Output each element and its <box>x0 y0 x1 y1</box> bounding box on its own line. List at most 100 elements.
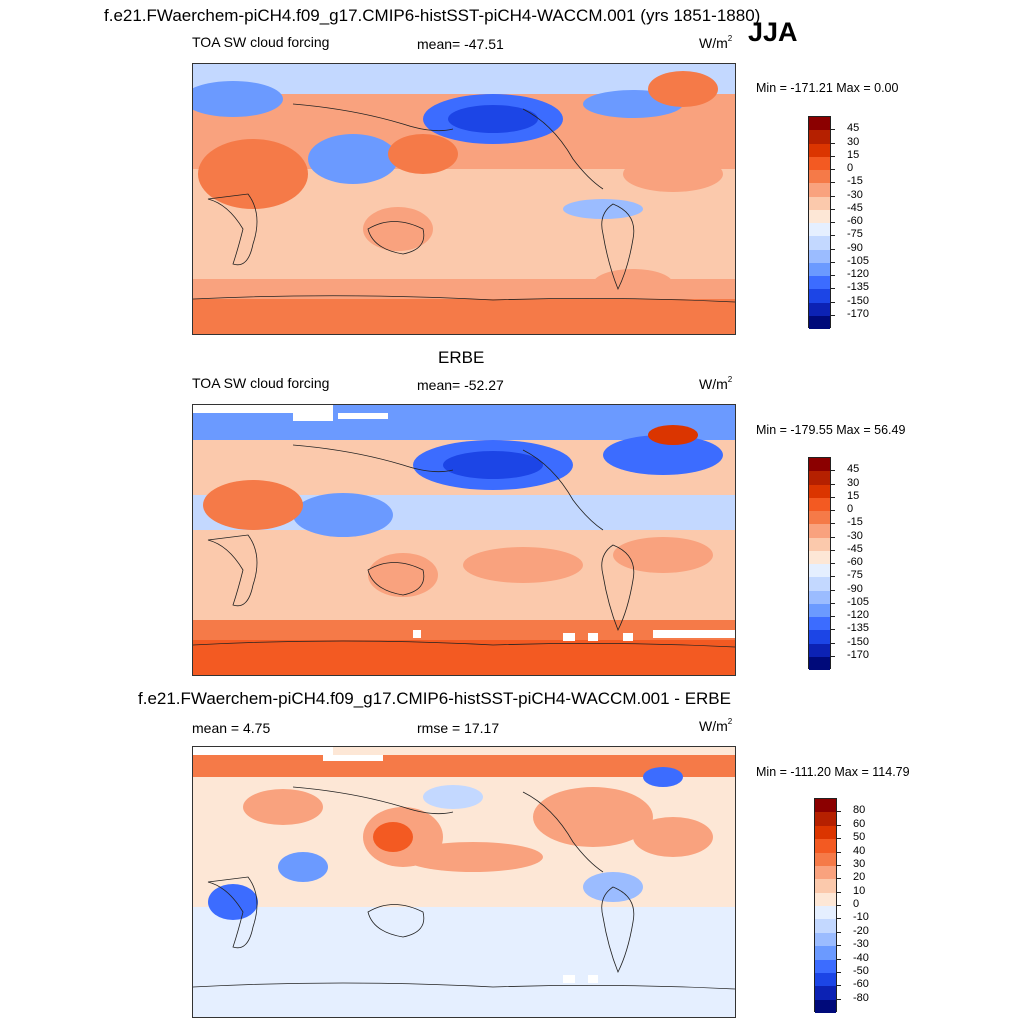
colorbar-swatch <box>809 196 830 210</box>
colorbar-label: -150 <box>847 635 870 648</box>
panel-1-min-max: Min = -171.21 Max = 0.00 <box>756 81 899 95</box>
colorbar-swatch <box>809 223 830 237</box>
colorbar-label: 15 <box>847 489 860 502</box>
colorbar-tick <box>837 851 841 853</box>
colorbar-tick <box>831 129 835 131</box>
colorbar-swatch <box>815 879 836 893</box>
colorbar-tick <box>831 549 835 551</box>
colorbar-swatch <box>809 156 830 170</box>
colorbar-strip <box>814 798 837 1013</box>
colorbar-tick <box>837 918 841 920</box>
colorbar-tick <box>831 616 835 617</box>
colorbar-label: 45 <box>847 122 860 135</box>
colorbar-label: -15 <box>847 175 863 188</box>
colorbar-tick <box>831 483 835 485</box>
colorbar-tick <box>831 155 835 157</box>
panel-1-units: W/m2 <box>699 34 733 51</box>
colorbar-tick <box>837 838 841 840</box>
colorbar-tick <box>837 985 841 987</box>
colorbar-swatch <box>815 986 836 1000</box>
colorbar-label: -90 <box>847 582 863 595</box>
panel-2-min-max: Min = -179.55 Max = 56.49 <box>756 423 906 437</box>
colorbar-tick <box>831 169 835 170</box>
colorbar-tick <box>831 576 835 578</box>
colorbar-label: -170 <box>847 648 870 661</box>
colorbar-tick <box>831 523 835 525</box>
colorbar-tick <box>837 891 841 893</box>
colorbar-tick <box>831 222 835 223</box>
colorbar-swatch <box>809 249 830 263</box>
colorbar-tick <box>837 931 841 933</box>
colorbar-tick <box>837 878 841 880</box>
colorbar-label: -150 <box>847 294 870 307</box>
colorbar-swatch <box>815 919 836 933</box>
colorbar-swatch <box>815 839 836 853</box>
colorbar-tick <box>831 536 835 538</box>
colorbar-swatch <box>815 812 836 826</box>
colorbar-swatch <box>815 852 836 866</box>
panel-1-field-label: TOA SW cloud forcing <box>192 34 330 50</box>
colorbar-label: -120 <box>847 609 870 621</box>
colorbar-label: 10 <box>853 884 866 897</box>
colorbar-label: 30 <box>853 857 866 870</box>
colorbar-swatch <box>809 236 830 250</box>
colorbar-label: 0 <box>847 503 854 515</box>
colorbar-label: 30 <box>847 476 860 489</box>
colorbar-swatch <box>809 656 830 670</box>
colorbar-tick <box>837 905 841 906</box>
colorbar-swatch <box>815 959 836 973</box>
panel-2-colorbar: 45 30 15 0 -15 -30 -45 -60 -75 -90 -105 -120 -135 -15… <box>808 457 878 670</box>
colorbar-swatch <box>809 315 830 329</box>
colorbar-tick <box>837 864 841 866</box>
colorbar-tick <box>831 314 835 316</box>
colorbar-tick <box>831 496 835 498</box>
colorbar-tick <box>837 971 841 973</box>
colorbar-swatch <box>809 117 830 131</box>
colorbar-label: -10 <box>853 911 869 924</box>
colorbar-label: 20 <box>853 871 866 884</box>
colorbar-swatch <box>815 946 836 960</box>
colorbar-label: -90 <box>847 241 863 254</box>
colorbar-swatch <box>809 550 830 564</box>
colorbar-tick <box>831 288 835 290</box>
colorbar-label: 80 <box>853 804 866 817</box>
season-label: JJA <box>748 17 798 47</box>
colorbar-tick <box>831 261 835 263</box>
colorbar-swatch <box>809 603 830 617</box>
colorbar-tick <box>831 182 835 184</box>
colorbar-label: -15 <box>847 516 863 529</box>
colorbar-label: 50 <box>853 831 866 844</box>
colorbar-strip <box>808 457 831 670</box>
colorbar-tick <box>837 945 841 947</box>
colorbar-label: -60 <box>853 978 869 991</box>
panel-2-map <box>192 404 736 676</box>
colorbar-label: -60 <box>847 556 863 568</box>
colorbar-swatch <box>809 577 830 591</box>
colorbar-label: -30 <box>847 529 863 542</box>
colorbar-label: -120 <box>847 268 870 280</box>
colorbar-swatch <box>809 458 830 472</box>
colorbar-label: 30 <box>847 135 860 148</box>
colorbar-label: 40 <box>853 844 866 857</box>
colorbar-tick <box>831 208 835 210</box>
panel-3-min-max: Min = -111.20 Max = 114.79 <box>756 765 910 779</box>
panel-3-colorbar: 80 60 50 40 30 20 10 0 -10 -20 -30 -40 -50 -60 -80 <box>814 798 884 1013</box>
colorbar-tick <box>831 589 835 591</box>
colorbar-tick <box>837 958 841 960</box>
panel-2-field-label: TOA SW cloud forcing <box>192 375 330 391</box>
colorbar-label: 0 <box>847 162 854 174</box>
colorbar-tick <box>831 629 835 631</box>
colorbar-label: -135 <box>847 281 870 294</box>
colorbar-label: -170 <box>847 307 870 320</box>
colorbar-label: 45 <box>847 463 860 476</box>
colorbar-swatch <box>809 590 830 604</box>
colorbar-swatch <box>809 170 830 184</box>
colorbar-label: 60 <box>853 817 866 830</box>
colorbar-swatch <box>809 302 830 316</box>
colorbar-swatch <box>815 932 836 947</box>
colorbar-swatch <box>809 143 830 157</box>
panel-1-colorbar: 45 30 15 0 -15 -30 -45 -60 -75 -90 -105 -120 -135 -15… <box>808 116 878 329</box>
colorbar-label: -45 <box>847 542 863 555</box>
colorbar-label: -75 <box>847 569 863 582</box>
panel-3-units: W/m2 <box>699 717 733 734</box>
